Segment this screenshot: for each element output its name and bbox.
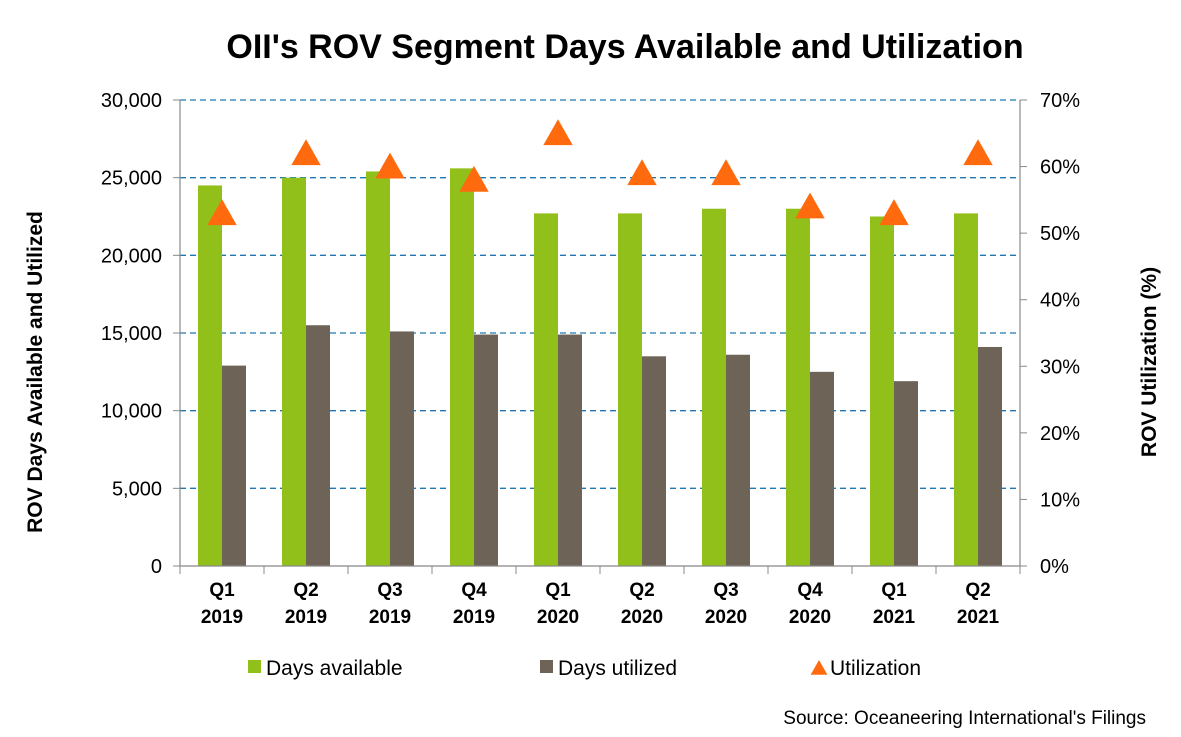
legend-swatch — [248, 660, 261, 673]
left-tick-label: 30,000 — [101, 90, 162, 112]
x-tick-label-quarter: Q4 — [461, 580, 487, 601]
utilization-marker — [879, 199, 909, 226]
x-tick-label-quarter: Q3 — [377, 580, 402, 601]
right-tick-label: 30% — [1040, 356, 1080, 378]
utilization-marker — [291, 139, 321, 166]
x-tick-label-year: 2020 — [537, 607, 579, 628]
x-tick-label-quarter: Q2 — [629, 580, 654, 601]
bar-days-available — [954, 213, 978, 567]
utilization-marker — [627, 159, 657, 186]
x-tick-label-quarter: Q1 — [881, 580, 907, 601]
x-tick-label-year: 2019 — [369, 607, 411, 628]
legend: Days available Days utilized Utilization — [248, 657, 921, 680]
legend-label: Utilization — [830, 657, 921, 680]
right-tick-label: 50% — [1040, 223, 1080, 245]
right-axis-ticks: 0% 10% 20% 30% 40% 50% 60% 70% — [1040, 90, 1080, 578]
right-tick-label: 0% — [1040, 556, 1069, 578]
utilization-marker — [375, 152, 405, 179]
bar-days-utilized — [978, 346, 1002, 566]
bar-days-available — [198, 185, 222, 566]
category-labels: Q1 2019 Q2 2019 Q3 2019 Q4 2019 Q1 2020 Q2 2020 Q3 20… — [201, 580, 1000, 628]
utilization-marker — [543, 119, 573, 146]
left-tick-label: 0 — [151, 556, 162, 578]
x-tick-label-year: 2019 — [285, 607, 327, 628]
bar-days-utilized — [558, 334, 582, 566]
legend-swatch — [540, 660, 553, 673]
x-tick-label-quarter: Q1 — [209, 580, 235, 601]
source-note: Source: Oceaneering International's Fili… — [783, 708, 1146, 729]
utilization-marker — [795, 192, 825, 219]
bar-days-utilized — [894, 381, 918, 566]
bar-days-utilized — [306, 325, 330, 566]
x-tick-label-year: 2019 — [201, 607, 243, 628]
left-axis-ticks: 0 5,000 10,000 15,000 20,000 25,000 30,000 — [101, 90, 162, 578]
utilization-markers — [207, 119, 993, 226]
bar-days-utilized — [642, 356, 666, 566]
left-tick-label: 15,000 — [101, 323, 162, 345]
x-tick-label-year: 2020 — [621, 607, 663, 628]
right-tick-label: 40% — [1040, 290, 1080, 312]
y-axis-title: ROV Days Available and Utilized — [24, 211, 47, 533]
chart-title: OII's ROV Segment Days Available and Uti… — [226, 28, 1023, 66]
x-tick-label-quarter: Q3 — [713, 580, 738, 601]
left-tick-label: 25,000 — [101, 168, 162, 190]
bars — [198, 168, 1002, 567]
x-tick-label-quarter: Q4 — [797, 580, 823, 601]
bar-days-utilized — [474, 334, 498, 566]
bar-days-available — [450, 168, 474, 566]
bar-days-utilized — [222, 365, 246, 566]
x-tick-label-quarter: Q2 — [293, 580, 318, 601]
bar-days-available — [282, 177, 306, 566]
x-tick-label-quarter: Q1 — [545, 580, 571, 601]
utilization-marker — [963, 139, 993, 166]
x-tick-label-year: 2019 — [453, 607, 495, 628]
x-tick-label-year: 2020 — [705, 607, 747, 628]
bar-days-available — [534, 213, 558, 567]
x-tick-label-quarter: Q2 — [965, 580, 990, 601]
utilization-marker — [459, 165, 489, 192]
y2-axis-title: ROV Utilization (%) — [1138, 267, 1161, 457]
x-tick-label-year: 2021 — [957, 607, 1000, 628]
right-tick-label: 60% — [1040, 157, 1080, 179]
legend-label: Days utilized — [558, 657, 677, 680]
bar-days-available — [786, 208, 810, 566]
legend-label: Days available — [266, 657, 403, 680]
right-tick-label: 10% — [1040, 489, 1080, 511]
x-tick-label-year: 2020 — [789, 607, 831, 628]
bar-days-available — [702, 208, 726, 566]
bar-days-utilized — [726, 354, 750, 566]
axes — [173, 99, 1027, 574]
bar-days-available — [366, 171, 390, 566]
utilization-marker — [711, 159, 741, 186]
x-tick-label-year: 2021 — [873, 607, 916, 628]
utilization-marker — [207, 199, 237, 226]
bar-days-utilized — [810, 371, 834, 566]
left-tick-label: 20,000 — [101, 245, 162, 267]
right-tick-label: 70% — [1040, 90, 1080, 112]
bar-days-available — [618, 213, 642, 567]
right-tick-label: 20% — [1040, 423, 1080, 445]
left-tick-label: 10,000 — [101, 401, 162, 423]
bar-days-utilized — [390, 331, 414, 566]
legend-swatch — [810, 660, 828, 675]
left-tick-label: 5,000 — [112, 478, 162, 500]
bar-days-available — [870, 216, 894, 566]
